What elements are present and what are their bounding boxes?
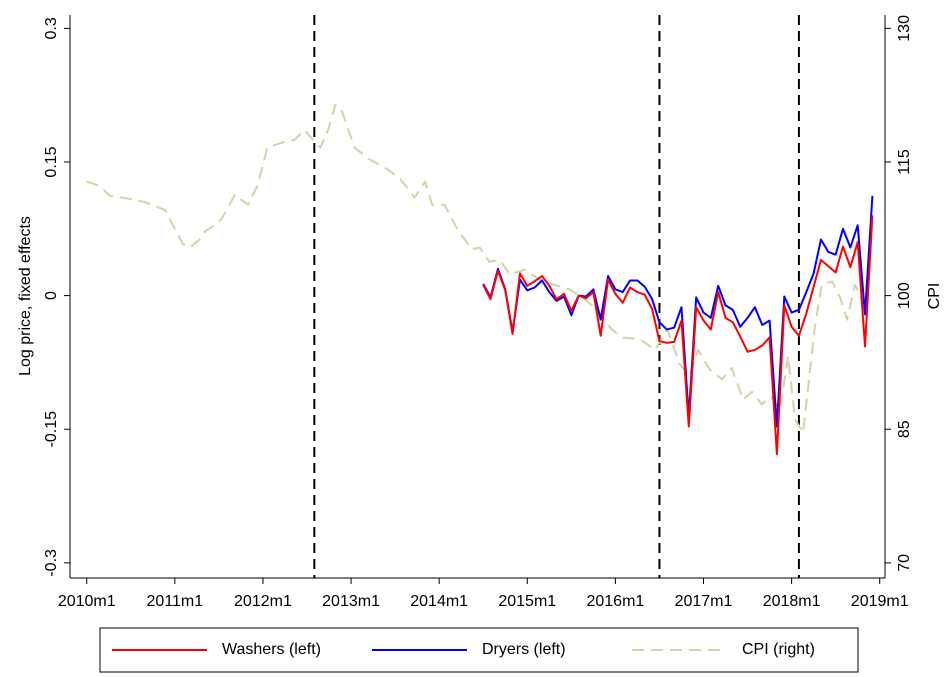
x-tick-label: 2014m1 (410, 593, 468, 610)
x-tick-label: 2019m1 (851, 593, 909, 610)
legend-box (99, 627, 859, 673)
y2-axis-label: CPI (926, 283, 943, 310)
y2-tick-label: 130 (896, 15, 913, 42)
y-tick-label: -0.15 (43, 411, 60, 448)
y-tick-label: 0.15 (43, 146, 60, 177)
x-tick-label: 2011m1 (147, 593, 204, 610)
legend-label: CPI (right) (742, 641, 815, 658)
y2-tick-label: 115 (896, 149, 913, 175)
y2-tick-label: 100 (896, 282, 913, 309)
x-tick-label: 2017m1 (675, 593, 733, 610)
y-axis-label: Log price, fixed effects (17, 216, 34, 376)
y2-tick-label: 70 (896, 554, 913, 572)
x-tick-label: 2018m1 (763, 593, 821, 610)
series-line (86, 103, 863, 434)
y-tick-label: 0.3 (43, 17, 60, 39)
y2-tick-label: 85 (896, 420, 913, 438)
series-line (482, 215, 874, 456)
x-tick-label: 2010m1 (58, 593, 116, 610)
x-tick-label: 2016m1 (586, 593, 644, 610)
x-tick-label: 2012m1 (234, 593, 292, 610)
y-tick-label: 0 (43, 291, 60, 300)
legend-label: Washers (left) (222, 641, 321, 658)
y-tick-label: -0.3 (43, 549, 60, 577)
series-line (482, 195, 874, 428)
x-tick-label: 2015m1 (498, 593, 556, 610)
legend-label: Dryers (left) (482, 641, 566, 658)
x-tick-label: 2013m1 (322, 593, 380, 610)
